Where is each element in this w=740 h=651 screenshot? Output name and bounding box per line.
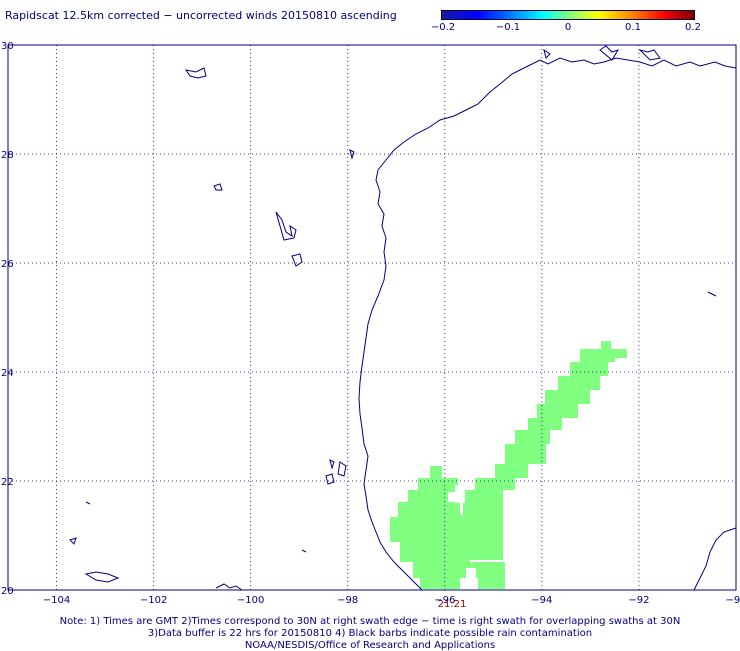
swath-time-label: 21:21: [438, 599, 467, 610]
note-line-1: Note: 1) Times are GMT 2)Times correspon…: [59, 616, 681, 627]
coastline-island: [707, 291, 717, 297]
swath-cell: [478, 578, 505, 589]
lon-tick-label: −100: [237, 595, 264, 606]
swath-cell: [475, 478, 515, 490]
swath-cell: [420, 578, 460, 589]
coastline: [69, 45, 737, 591]
lon-tick-label: −102: [140, 595, 167, 606]
coastline-island: [638, 49, 661, 61]
coastline-island: [337, 461, 347, 477]
map-title: Rapidscat 12.5km corrected − uncorrected…: [5, 9, 397, 22]
colorbar-gradient: [441, 10, 695, 20]
lat-tick-label: 28: [1, 150, 14, 161]
wind-swath: [390, 341, 627, 589]
map-frame: [7, 44, 737, 591]
coastline-island: [301, 549, 307, 553]
lon-tick-label: −104: [43, 595, 70, 606]
lat-tick-label: 22: [1, 477, 14, 488]
swath-cell: [400, 542, 470, 562]
coastline-island: [275, 211, 297, 241]
lon-tick-label: −90: [725, 595, 740, 606]
swath-cell: [601, 341, 611, 349]
swath-cell: [463, 490, 503, 515]
colorbar-tick: 0.2: [685, 22, 701, 33]
colorbar-tick: 0: [564, 22, 572, 33]
swath-cell: [515, 430, 550, 444]
coastline-island: [543, 48, 551, 59]
swath-cell: [537, 404, 578, 418]
coastline-island: [184, 67, 207, 79]
swath-cell: [413, 562, 505, 578]
lon-tick-label: −98: [337, 595, 358, 606]
coastline-island: [213, 183, 223, 191]
lon-tick-label: −94: [531, 595, 552, 606]
lat-tick-label: 24: [1, 368, 14, 379]
axis-labels: −104 −102 −100 −98 −96 −94 −92 −90 30 28 26 24 22 20 2…: [1, 41, 740, 610]
coastline-yucatan: [693, 527, 737, 591]
swath-cell: [570, 362, 608, 376]
colorbar-tick: −0.2: [430, 22, 456, 33]
colorbar-tick: −0.1: [495, 22, 521, 33]
lon-tick-label: −96: [434, 595, 455, 606]
coastline-island: [329, 459, 335, 470]
swath-cell: [528, 418, 562, 430]
coastline-island: [69, 537, 77, 545]
colorbar-tick: 0.1: [625, 22, 641, 33]
grid-lines: [8, 44, 737, 591]
swath-gap: [455, 485, 465, 503]
coastline-island: [349, 149, 355, 160]
colorbar: −0.2 −0.1 0 0.1 0.2: [431, 10, 701, 33]
lat-tick-label: 20: [1, 586, 14, 597]
coastline-island: [325, 473, 335, 485]
lon-tick-label: −92: [628, 595, 649, 606]
coastline-island: [84, 571, 120, 583]
coastline-island: [85, 501, 91, 505]
lat-tick-label: 30: [1, 41, 14, 52]
swath-cell: [418, 478, 458, 492]
lat-tick-label: 26: [1, 259, 14, 270]
swath-cell: [580, 349, 615, 362]
coastline-island: [291, 253, 303, 267]
swath-cell: [545, 390, 590, 404]
swath-cell: [613, 349, 627, 358]
swath-cell: [390, 517, 463, 542]
plot-border: [7, 44, 737, 591]
swath-cell: [558, 376, 600, 390]
coastline-island: [215, 583, 243, 591]
coastline-island: [599, 45, 620, 61]
note-line-3: NOAA/NESDIS/Office of Research and Appli…: [244, 640, 496, 651]
coastline-gulf: [358, 57, 737, 591]
swath-cell: [453, 515, 503, 530]
swath-gap: [466, 568, 476, 580]
swath-cell: [430, 466, 442, 480]
swath-cell: [495, 464, 528, 478]
swath-cell: [398, 502, 460, 517]
note-line-2: 3)Data buffer is 22 hrs for 20150810 4) …: [147, 628, 593, 639]
swath-cell: [408, 490, 448, 502]
swath-cell: [505, 444, 546, 464]
